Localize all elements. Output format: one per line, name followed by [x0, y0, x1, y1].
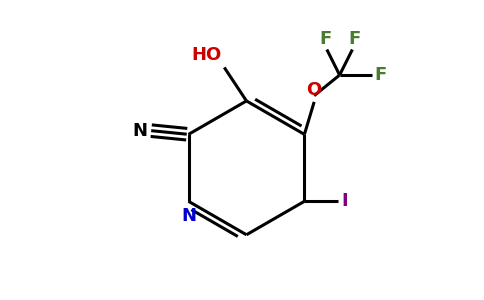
Text: F: F — [375, 66, 387, 84]
Text: F: F — [319, 30, 331, 48]
Text: I: I — [341, 192, 348, 210]
Text: HO: HO — [191, 46, 222, 64]
Text: F: F — [348, 30, 360, 48]
Text: O: O — [306, 81, 322, 99]
Text: N: N — [133, 122, 148, 140]
Text: N: N — [181, 207, 196, 225]
